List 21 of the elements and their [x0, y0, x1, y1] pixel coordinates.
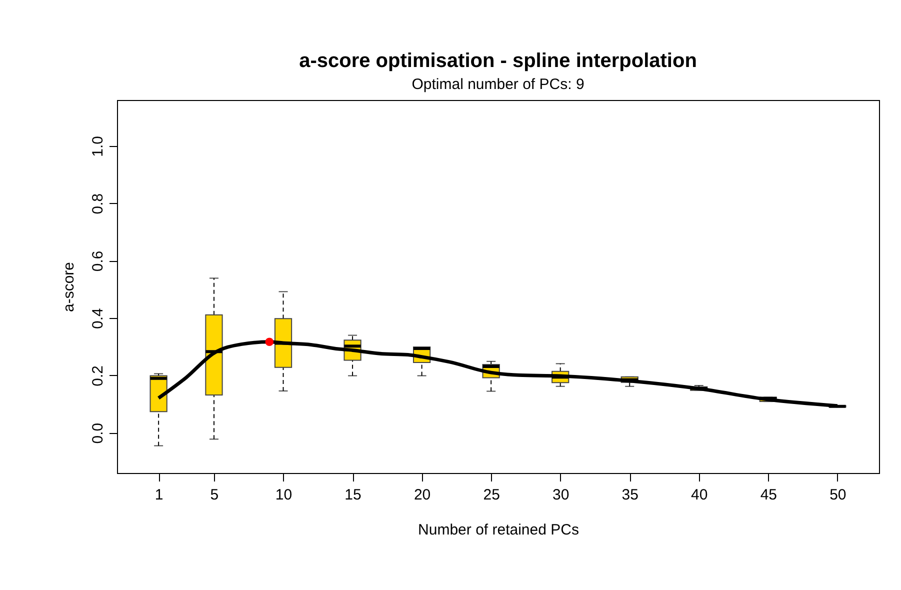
x-tick-label: 5: [210, 486, 219, 504]
x-tick-label: 1: [154, 486, 164, 504]
y-tick-label: 1.0: [90, 136, 106, 157]
y-axis-title: a-score: [60, 262, 78, 312]
x-tick-label: 40: [691, 486, 708, 504]
x-tick-label: 15: [344, 486, 362, 504]
y-tick-label: 0.6: [90, 250, 106, 272]
chart-title: a-score optimisation - spline interpolation: [299, 50, 697, 72]
x-axis-title: Number of retained PCs: [418, 522, 579, 538]
x-tick-label: 45: [760, 486, 778, 504]
chart-subtitle: Optimal number of PCs: 9: [412, 76, 584, 93]
x-tick-label: 35: [622, 486, 638, 504]
x-tick-label: 10: [275, 486, 292, 504]
x-tick-label: 25: [483, 486, 500, 504]
y-tick-label: 0.0: [90, 422, 106, 444]
y-tick-label: 0.8: [90, 193, 106, 214]
x-tick-label: 50: [830, 486, 846, 504]
y-tick-label: 0.2: [90, 366, 106, 386]
x-tick-label: 30: [552, 486, 570, 504]
y-tick-label: 0.4: [90, 308, 106, 329]
x-tick-label: 20: [414, 486, 431, 504]
